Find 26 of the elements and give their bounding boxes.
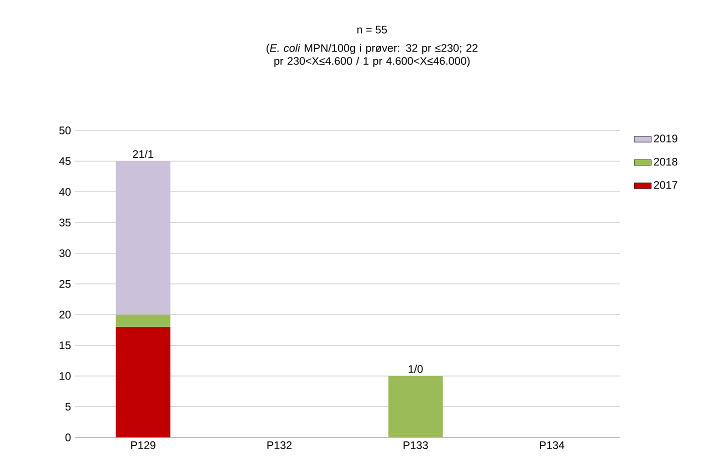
y-tick-label: 20 bbox=[59, 310, 71, 319]
bar bbox=[116, 161, 170, 315]
y-tick-label: 10 bbox=[60, 372, 71, 380]
y-tick-label: 30 bbox=[59, 249, 71, 258]
y-tick-label: 0 bbox=[65, 434, 71, 442]
bar bbox=[116, 326, 170, 438]
chart-subtitle: (E. coli MPN/100g i prøver: 32 pr ≤230; 22 pr 230<X≤4.600 / 1 pr 4.600<X≤46.000) bbox=[266, 44, 478, 67]
x-tick-label: P133 bbox=[404, 441, 428, 450]
x-tick-label: P129 bbox=[131, 441, 156, 450]
legend-label: 2019 bbox=[654, 134, 678, 142]
y-tick-label: 15 bbox=[60, 342, 71, 350]
total-label: 1/0 bbox=[408, 364, 423, 373]
y-tick-label: 40 bbox=[59, 188, 71, 196]
legend-label: 2017 bbox=[654, 181, 678, 189]
y-tick-label: 25 bbox=[59, 280, 71, 288]
bar bbox=[116, 314, 170, 327]
total-label: 21/1 bbox=[132, 150, 154, 158]
legend-label: 2018 bbox=[654, 158, 678, 166]
bar bbox=[388, 376, 443, 438]
chart-title: n = 55 bbox=[357, 26, 387, 34]
y-tick-label: 50 bbox=[59, 126, 71, 134]
y-tick-label: 5 bbox=[65, 402, 71, 411]
y-tick-label: 35 bbox=[59, 218, 71, 226]
y-tick-label: 45 bbox=[59, 157, 71, 165]
x-tick-label: P132 bbox=[267, 441, 292, 450]
x-tick-label: P134 bbox=[540, 441, 564, 450]
